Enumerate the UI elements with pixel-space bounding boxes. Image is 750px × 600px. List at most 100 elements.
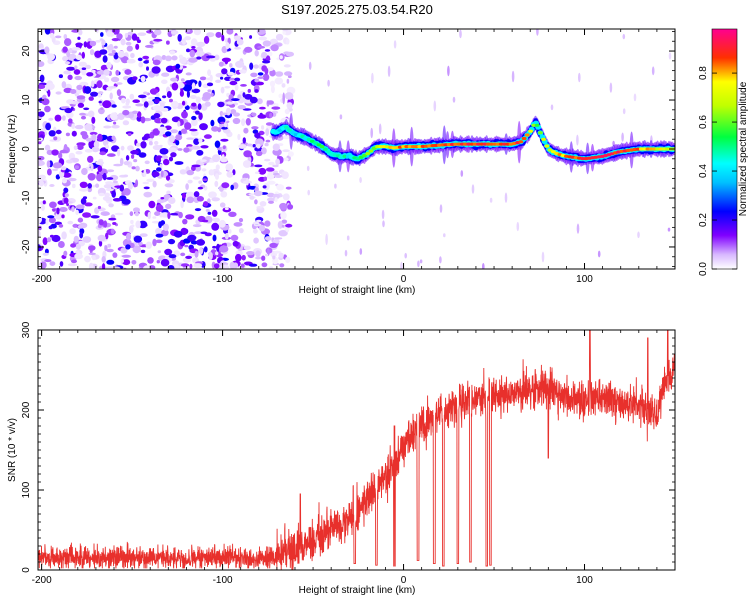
noise-blob [285,186,292,190]
ridge-peak [342,154,348,158]
noise-blob [167,265,175,269]
noise-blob [193,138,200,145]
noise-streak [346,235,350,241]
noise-blob [209,58,216,62]
noise-blob [275,71,284,77]
noise-blob [279,263,285,268]
noise-blob [272,193,280,199]
noise-blob [71,259,77,264]
noise-streak [370,127,374,139]
noise-blob [61,166,67,171]
noise-blob [99,49,108,55]
noise-blob [243,127,249,134]
noise-blob [122,259,131,266]
ridge-peak [661,147,667,151]
noise-blob [184,105,190,111]
noise-blob [264,49,271,52]
noise-streak [419,259,423,264]
noise-blob [130,149,139,155]
noise-blob [168,179,175,184]
noise-blob [195,96,201,104]
noise-blob [153,38,163,42]
noise-blob [234,77,241,82]
noise-blob [272,164,279,168]
noise-blob [68,177,77,182]
noise-blob [213,217,220,223]
noise-blob [281,224,285,228]
noise-blob [62,172,72,178]
noise-blob [140,249,146,254]
noise-blob [123,161,130,166]
noise-blob [38,111,45,117]
noise-streak [489,197,493,203]
noise-blob [92,196,97,200]
noise-blob [79,81,89,87]
noise-blob [208,191,217,199]
noise-blob [131,33,138,41]
noise-blob [191,102,197,107]
noise-blob [132,110,139,115]
noise-blob [47,215,55,219]
noise-blob [207,198,211,204]
noise-blob [207,211,212,215]
noise-blob [275,33,284,41]
noise-blob [243,150,252,158]
noise-blob [64,61,71,65]
noise-blob [270,44,279,52]
ridge-peak [544,144,550,148]
noise-blob [274,77,284,85]
noise-blob [191,164,201,168]
noise-blob [129,93,135,100]
noise-blob [106,61,112,69]
noise-blob [256,98,263,105]
noise-blob [121,97,126,104]
noise-blob [48,117,54,121]
noise-blob [81,115,86,120]
noise-blob [191,115,197,121]
noise-blob [232,182,239,190]
noise-streak [612,140,615,147]
noise-blob [201,168,207,172]
noise-blob [186,48,190,53]
noise-blob [146,178,155,182]
noise-blob [278,252,284,259]
noise-blob [168,135,175,143]
noise-blob [46,237,52,243]
noise-blob [265,55,271,62]
noise-blob [185,255,193,259]
noise-blob [274,237,283,240]
noise-blob [244,93,253,100]
noise-blob [113,180,118,184]
noise-blob [55,91,62,95]
noise-blob [204,101,211,107]
colorbar-tick-label: 0.6 [698,115,709,129]
noise-blob [71,123,76,130]
noise-blob [69,228,76,235]
noise-blob [274,174,283,178]
noise-blob [224,207,229,210]
noise-blob [102,100,112,109]
noise-blob [235,253,242,262]
noise-blob [248,193,255,196]
noise-blob [191,118,198,127]
noise-blob [224,85,231,89]
noise-blob [110,76,120,83]
noise-blob [82,236,92,243]
noise-blob [171,30,179,35]
noise-blob [38,84,46,89]
noise-blob [63,187,69,194]
noise-blob [205,209,210,212]
noise-blob [108,203,114,208]
noise-blob [75,243,81,250]
noise-blob [104,245,108,252]
noise-blob [192,224,202,228]
noise-blob [100,32,104,37]
noise-streak [308,61,312,70]
noise-blob [262,40,272,47]
noise-blob [178,54,183,59]
noise-blob [175,63,181,69]
noise-blob [229,261,235,269]
noise-blob [62,178,67,184]
noise-blob [152,180,157,188]
